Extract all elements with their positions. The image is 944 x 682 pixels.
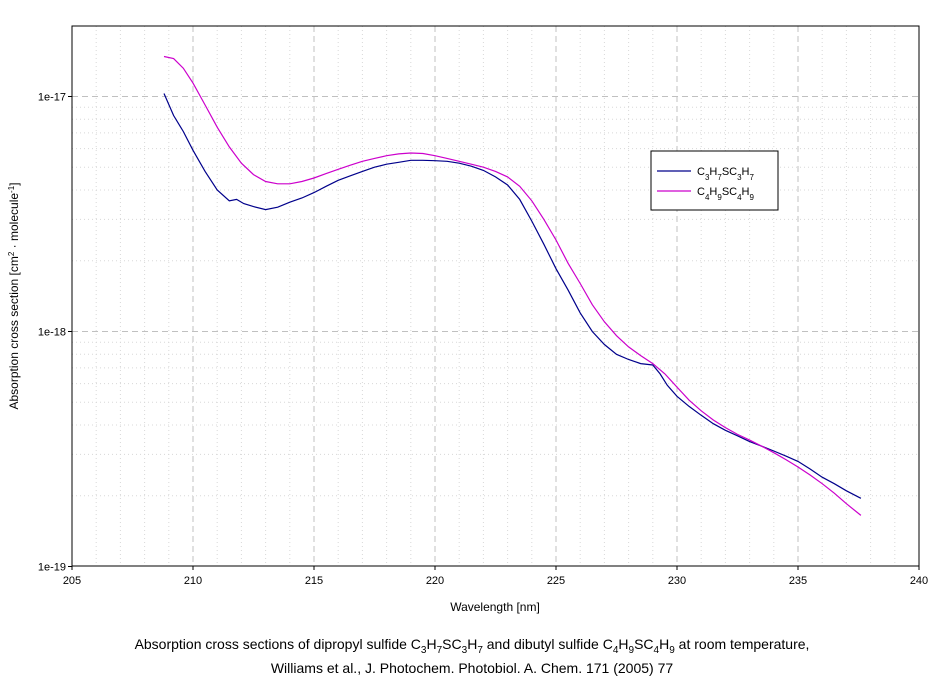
axis-ticks: 205 210 215 220 225 230 235 240 1e-19 1e-18 1e-17	[38, 92, 928, 588]
x-tick-label: 240	[910, 575, 928, 587]
caption-line-1: Absorption cross sections of dipropyl su…	[134, 636, 810, 656]
legend-label-2: C4H9SC4H9	[697, 186, 755, 202]
x-tick-label: 230	[668, 575, 686, 587]
legend: C3H7SC3H7 C4H9SC4H9	[650, 150, 779, 211]
x-axis-title: Wavelength [nm]	[450, 600, 540, 614]
series-line-1	[163, 93, 862, 499]
grid	[72, 26, 919, 566]
y-tick-label: 1e-18	[38, 327, 66, 339]
legend-box	[650, 150, 779, 211]
y-tick-label: 1e-17	[38, 92, 66, 104]
plot-area	[71, 25, 920, 567]
y-axis-title: Absorption cross section [cm2 · molecule…	[7, 182, 22, 409]
series-group	[163, 55, 862, 516]
x-tick-label: 210	[184, 575, 202, 587]
x-tick-label: 205	[63, 575, 81, 587]
series-line-2	[163, 55, 862, 516]
legend-label-1: C3H7SC3H7	[697, 166, 755, 182]
x-tick-label: 220	[426, 575, 444, 587]
x-tick-label: 215	[305, 575, 323, 587]
y-tick-label: 1e-19	[38, 562, 66, 574]
x-tick-label: 235	[789, 575, 807, 587]
caption-line-2: Williams et al., J. Photochem. Photobiol…	[270, 660, 674, 676]
x-tick-label: 225	[547, 575, 565, 587]
